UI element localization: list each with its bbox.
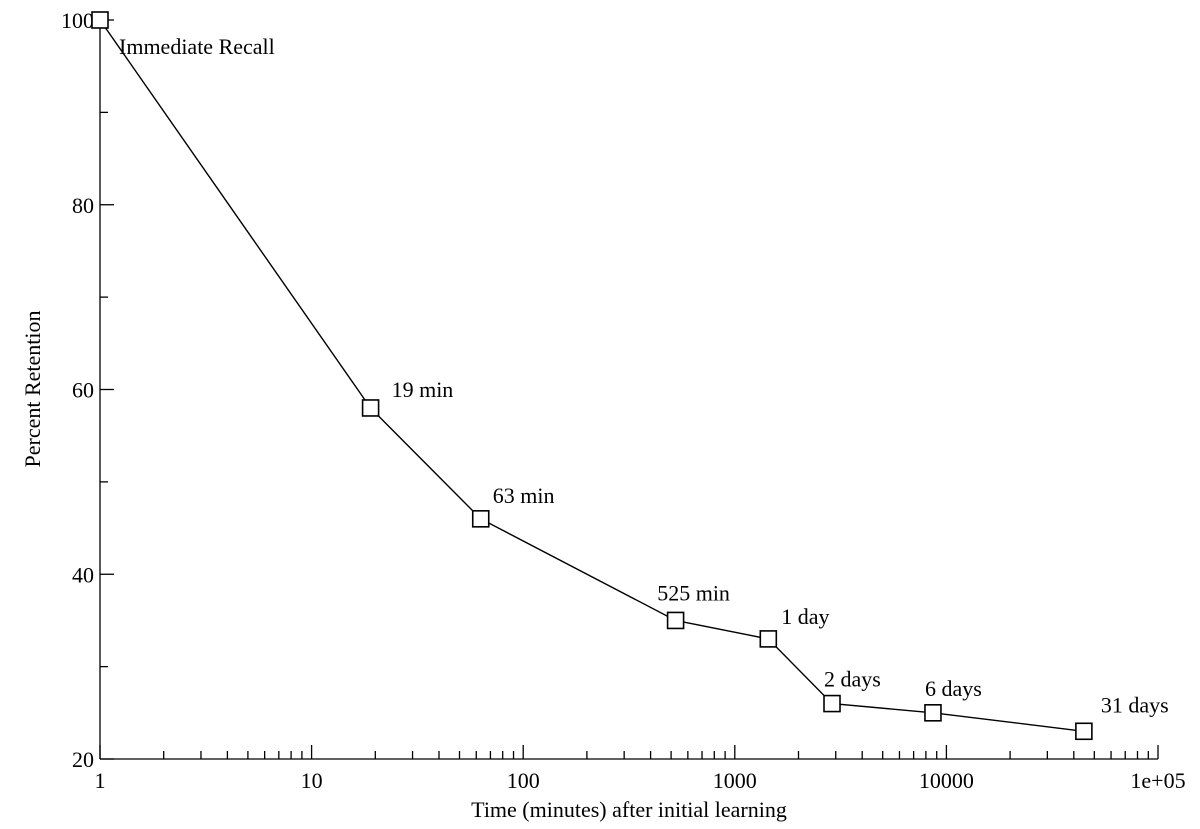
data-point-label: 6 days: [925, 676, 982, 701]
data-point-label: 2 days: [824, 667, 881, 692]
data-marks: Immediate Recall 19 min 63 min 525 min 1 day…: [91, 11, 1169, 741]
data-point-marker: [471, 510, 490, 528]
data-point-label: 1 day: [781, 604, 829, 629]
retention-line: [99, 19, 1084, 732]
x-tick-label: 100: [507, 768, 540, 793]
data-point-marker: [361, 399, 380, 417]
axes: 1 10 100 1000 10000 1e+05 20 40 60 80 100: [61, 8, 1186, 793]
y-tick-label: 80: [72, 193, 94, 218]
x-tick-label: 1: [95, 768, 106, 793]
y-tick-label: 100: [61, 8, 94, 33]
data-point-label: 63 min: [493, 483, 555, 508]
x-tick-label: 10000: [919, 768, 974, 793]
y-tick-label: 60: [72, 378, 94, 403]
y-axis-title: Percent Retention: [20, 310, 45, 467]
x-axis-title: Time (minutes) after initial learning: [471, 797, 787, 822]
data-point-label: 525 min: [657, 580, 730, 605]
data-point-label: 31 days: [1101, 692, 1169, 717]
y-tick-label: 40: [72, 562, 94, 587]
data-point-marker: [666, 611, 685, 630]
x-tick-label: 10: [301, 768, 323, 793]
data-point-marker: [823, 694, 841, 713]
data-point-label: 19 min: [392, 377, 454, 402]
data-point-marker: [91, 11, 109, 29]
data-point-label: Immediate Recall: [119, 34, 275, 59]
data-point-marker: [924, 704, 942, 722]
data-point-marker: [759, 630, 778, 648]
x-tick-label: 1000: [713, 768, 757, 793]
y-tick-label: 20: [72, 747, 94, 772]
data-point-marker: [1075, 722, 1093, 741]
x-tick-label: 1e+05: [1130, 768, 1185, 793]
